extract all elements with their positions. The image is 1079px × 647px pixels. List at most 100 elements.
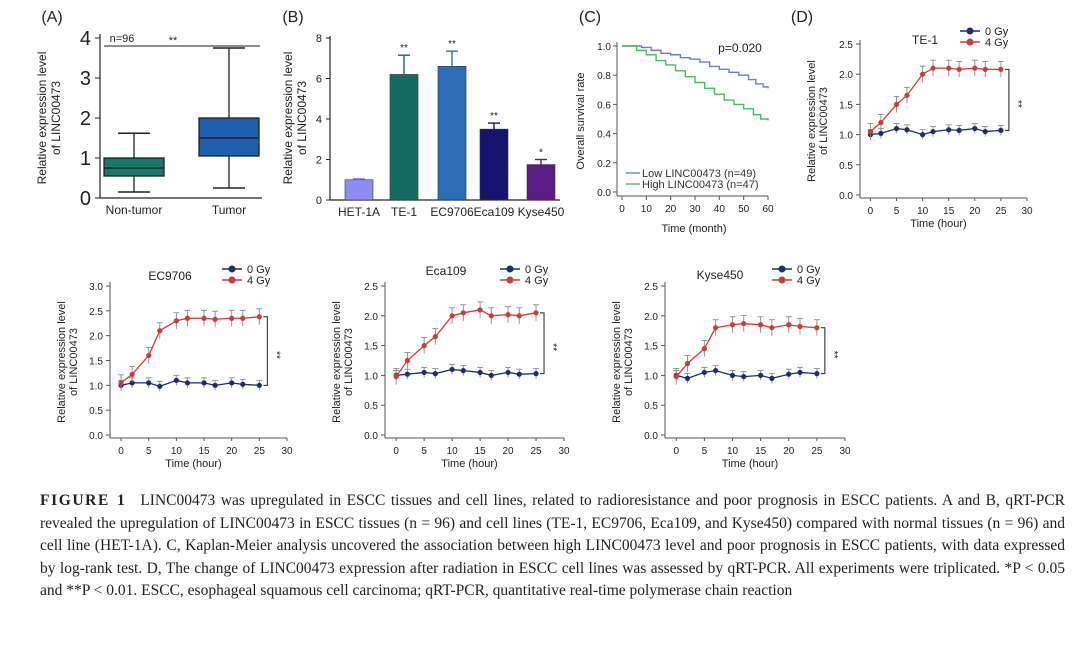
sample-size-label: n=96 xyxy=(110,33,135,45)
data-point xyxy=(421,369,427,376)
significance-bracket xyxy=(540,312,545,375)
data-point xyxy=(240,315,246,321)
x-axis-label: Time (hour) xyxy=(910,218,966,230)
x-tick-label: 10 xyxy=(641,204,653,215)
category-label: Non-tumor xyxy=(106,203,163,217)
series-line xyxy=(120,379,260,388)
y-tick-label: 0 xyxy=(80,188,91,210)
legend-label: 0 Gy xyxy=(247,264,271,276)
category-label: HET-1A xyxy=(338,205,380,219)
significance-label: ** xyxy=(400,43,408,54)
x-tick-label: 30 xyxy=(558,446,570,457)
data-point xyxy=(729,372,736,378)
y-tick-label: 0.0 xyxy=(89,431,103,442)
data-point xyxy=(533,310,539,316)
data-point xyxy=(946,65,952,71)
box xyxy=(103,157,165,177)
y-tick-label: 1.5 xyxy=(364,342,378,353)
y-tick-label: 0.5 xyxy=(89,406,103,417)
data-point xyxy=(488,313,494,319)
x-tick-label: 5 xyxy=(894,206,900,217)
x-tick-label: 25 xyxy=(995,206,1007,217)
panel-label-a: (A) xyxy=(41,9,62,26)
x-tick-label: 5 xyxy=(702,446,708,457)
legend-marker xyxy=(506,276,514,284)
x-tick-label: 10 xyxy=(917,206,929,217)
y-tick-label: 1.0 xyxy=(839,131,853,142)
x-tick-label: 20 xyxy=(969,206,981,217)
y-tick-label: 1 xyxy=(80,148,91,170)
data-point xyxy=(516,371,522,377)
data-point xyxy=(404,357,410,364)
y-tick-label: 1.0 xyxy=(644,371,658,382)
data-point xyxy=(505,369,511,376)
data-point xyxy=(146,380,152,386)
series-line xyxy=(675,322,817,378)
series-line xyxy=(396,368,537,377)
data-point xyxy=(477,307,483,313)
cell-line-title: EC9706 xyxy=(148,269,192,283)
data-point xyxy=(184,380,191,386)
x-tick-label: 60 xyxy=(762,204,774,215)
figure-label: FIGURE 1 xyxy=(40,492,127,509)
y-tick-label: 1.5 xyxy=(839,100,853,111)
y-tick-label: 0.5 xyxy=(644,401,658,412)
data-point xyxy=(684,375,691,381)
y-axis-label: Relative expression level xyxy=(56,301,68,423)
y-tick-label: 0.8 xyxy=(597,71,611,82)
data-point xyxy=(673,373,679,380)
survival-curve xyxy=(622,45,769,121)
bar xyxy=(479,128,509,201)
data-point xyxy=(920,71,926,77)
legend-label: High LINC00473 (n=47) xyxy=(642,179,759,191)
legend-label: 4 Gy xyxy=(525,275,549,287)
cell-line-title: Kyse450 xyxy=(697,268,744,282)
y-tick-label: 1.5 xyxy=(89,357,103,368)
data-point xyxy=(460,368,466,374)
significance-label: ** xyxy=(490,111,498,122)
y-tick-label: 0.0 xyxy=(597,188,611,199)
data-point xyxy=(930,128,936,135)
data-point xyxy=(488,372,494,378)
bar xyxy=(437,66,467,201)
data-point xyxy=(701,345,707,352)
data-point xyxy=(449,313,455,319)
data-point xyxy=(972,125,978,132)
x-tick-label: 20 xyxy=(783,446,795,457)
x-tick-label: 25 xyxy=(254,446,266,457)
y-tick-label: 2.0 xyxy=(839,70,853,81)
y-axis-label: Relative expression level xyxy=(806,60,818,182)
y-axis-label: of LINC00473 xyxy=(818,87,830,155)
x-axis-label: Time (hour) xyxy=(722,458,778,470)
x-axis-label: Time (month) xyxy=(662,223,727,235)
category-label: Tumor xyxy=(212,203,246,217)
data-point xyxy=(972,65,978,71)
y-tick-label: 8 xyxy=(316,33,322,45)
data-point xyxy=(201,315,207,321)
y-tick-label: 3.0 xyxy=(89,282,103,293)
data-point xyxy=(956,66,962,72)
series-line xyxy=(870,67,1001,133)
data-point xyxy=(814,371,820,377)
data-point xyxy=(769,375,775,381)
data-point xyxy=(797,369,803,376)
series-line xyxy=(870,127,1001,136)
data-point xyxy=(982,128,988,135)
legend-label: 0 Gy xyxy=(525,264,549,276)
x-tick-label: 30 xyxy=(689,204,701,215)
data-point xyxy=(786,371,792,377)
x-tick-label: 15 xyxy=(943,206,955,217)
x-tick-label: 15 xyxy=(198,446,210,457)
y-tick-label: 0 xyxy=(316,195,322,207)
x-tick-label: 30 xyxy=(839,446,851,457)
data-point xyxy=(930,65,936,71)
data-point xyxy=(956,127,962,133)
x-tick-label: 50 xyxy=(738,204,750,215)
y-tick-label: 4 xyxy=(316,114,322,126)
box xyxy=(198,117,260,157)
category-label: TE-1 xyxy=(391,205,417,219)
x-tick-label: 20 xyxy=(665,204,677,215)
y-tick-label: 2.0 xyxy=(644,312,658,323)
y-tick-label: 1.5 xyxy=(644,342,658,353)
legend-marker xyxy=(506,265,514,273)
